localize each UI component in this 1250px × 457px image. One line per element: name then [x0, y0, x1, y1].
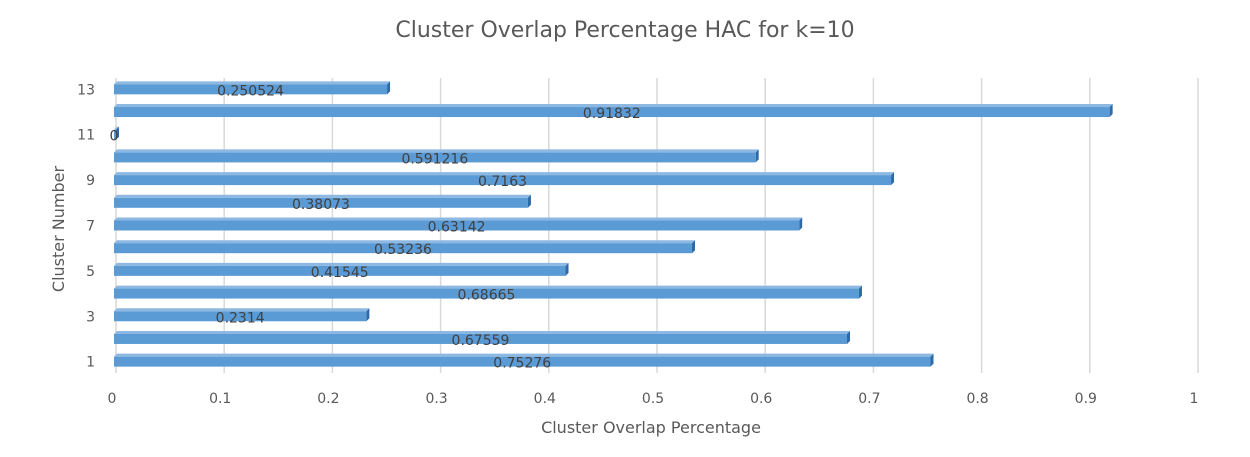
bar: [114, 243, 693, 254]
bar-cluster-13: [114, 81, 391, 95]
bar: [114, 356, 931, 367]
y-axis-title: Cluster Number: [49, 166, 68, 293]
bar-top-face: [114, 240, 696, 244]
bar-side-face: [1109, 104, 1113, 118]
data-label: 0.53236: [374, 242, 432, 258]
bar: [114, 152, 756, 163]
x-tick-label: 0.9: [1075, 391, 1097, 407]
bar-cluster-9: [114, 172, 895, 186]
bar-top-face: [114, 149, 759, 153]
bar-side-face: [846, 330, 850, 344]
bar-cluster-6: [114, 240, 696, 254]
bar-side-face: [116, 126, 119, 140]
bar-side-face: [755, 149, 759, 163]
bar-side-face: [930, 353, 934, 367]
bar-top-face: [114, 104, 1113, 108]
bar-top-face: [114, 81, 391, 85]
data-label: 0.38073: [292, 197, 350, 213]
bar-top-face: [114, 353, 934, 357]
y-tick-label: 13: [77, 82, 95, 98]
bar-top-face: [114, 172, 895, 176]
y-tick-label: 5: [86, 264, 95, 280]
y-tick-label: 11: [77, 128, 95, 144]
bar-top-face: [114, 308, 370, 312]
bar-cluster-12: [114, 104, 1113, 118]
x-tick-label: 0.3: [425, 391, 447, 407]
bar-side-face: [366, 308, 370, 322]
x-tick-label: 0.5: [642, 391, 664, 407]
bar: [114, 288, 859, 299]
bar: [114, 197, 528, 208]
bar: [114, 220, 800, 231]
x-tick-label: 0.4: [534, 391, 556, 407]
bar: [114, 129, 116, 140]
x-tick-labels: 0 0.1 0.2 0.3 0.4 0.5 0.6 0.7 0.8 0.9 1: [108, 391, 1199, 407]
bar-cluster-8: [114, 194, 531, 208]
bar-side-face: [858, 285, 862, 299]
data-label: 0.591216: [401, 151, 468, 167]
data-label: 0.2314: [216, 310, 265, 326]
bar-side-face: [565, 262, 569, 276]
y-tick-label: 1: [86, 355, 95, 371]
x-tick-label: 0.7: [858, 391, 880, 407]
bar-side-face: [387, 81, 391, 95]
x-axis-title: Cluster Overlap Percentage: [541, 418, 761, 437]
bar-side-face: [891, 172, 895, 186]
x-tick-label: 0.2: [317, 391, 339, 407]
x-tick-label: 1: [1190, 391, 1199, 407]
chart-title: Cluster Overlap Percentage HAC for k=10: [395, 18, 854, 43]
y-tick-label: 7: [86, 219, 95, 235]
data-label: 0.250524: [217, 83, 284, 99]
y-tick-label: 3: [86, 309, 95, 325]
data-label: 0.7163: [478, 174, 527, 190]
bar-top-face: [114, 194, 531, 198]
data-label: 0.63142: [428, 220, 486, 236]
bar-cluster-11: [114, 126, 119, 140]
bar: [114, 265, 566, 276]
bar-side-face: [799, 217, 803, 231]
x-tick-label: 0.8: [966, 391, 988, 407]
x-tick-label: 0: [108, 391, 117, 407]
data-label: 0.68665: [458, 288, 516, 304]
bar-side-face: [527, 194, 531, 208]
data-labels: 0.75276 0.67559 0.2314 0.68665 0.41545 0.5323…: [110, 83, 641, 371]
data-label: 0.41545: [311, 265, 369, 281]
bar: [114, 84, 388, 95]
bar-top-face: [114, 217, 803, 221]
bar-cluster-3: [114, 308, 370, 322]
bar-cluster-5: [114, 262, 569, 276]
bar-cluster-4: [114, 285, 862, 299]
bar: [114, 333, 847, 344]
bars: [114, 81, 1113, 367]
bar-side-face: [692, 240, 696, 254]
bar: [114, 175, 892, 186]
x-tick-label: 0.1: [209, 391, 231, 407]
bar-cluster-1: [114, 353, 934, 367]
bar-cluster-10: [114, 149, 759, 163]
data-label: 0.75276: [493, 356, 551, 372]
bar-top-face: [114, 285, 862, 289]
data-label: 0: [110, 129, 119, 145]
bar-top-face: [114, 126, 119, 130]
x-tick-label: 0.6: [750, 391, 772, 407]
data-label: 0.91832: [583, 106, 641, 122]
data-label: 0.67559: [452, 333, 510, 349]
bar-top-face: [114, 330, 850, 334]
bar-cluster-7: [114, 217, 803, 231]
bar-cluster-2: [114, 330, 850, 344]
bar-top-face: [114, 262, 569, 266]
y-tick-label: 9: [86, 173, 95, 189]
bar: [114, 107, 1110, 118]
bar: [114, 311, 367, 322]
